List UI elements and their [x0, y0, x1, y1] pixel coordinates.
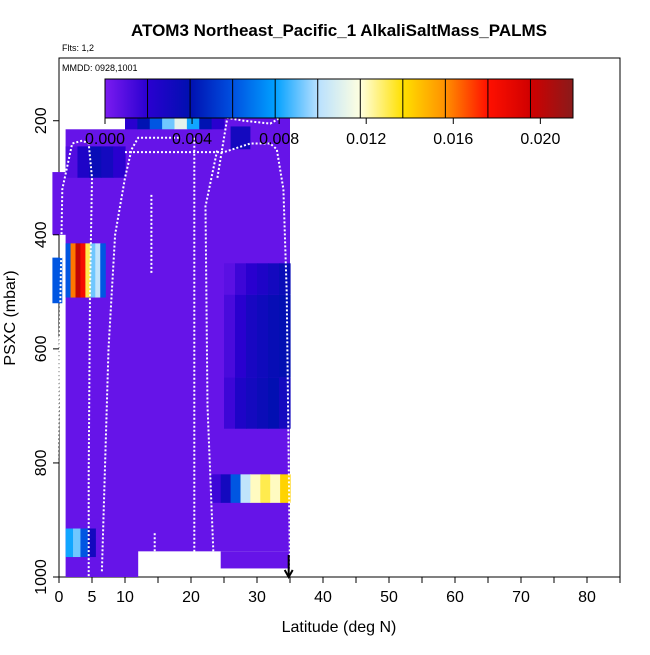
y-tick-label: 1000 — [33, 559, 50, 595]
heatmap-cells — [52, 97, 291, 578]
x-tick-label: 5 — [88, 589, 97, 606]
x-tick-label: 40 — [314, 589, 332, 606]
heatmap-cell — [268, 377, 280, 429]
heatmap-cell — [270, 474, 281, 503]
colorbar-tick-label: 0.004 — [172, 131, 212, 148]
x-tick-label: 50 — [380, 589, 398, 606]
plot-frame — [58, 57, 621, 578]
chart-title: ATOM3 Northeast_Pacific_1 AlkaliSaltMass… — [131, 21, 547, 40]
colorbar-tick-labels: 0.000 0.004 0.008 0.012 0.016 0.020 — [85, 118, 560, 148]
y-axis: 200 400 600 800 1000 — [33, 107, 59, 595]
colorbar-tick-label: 0.016 — [433, 131, 473, 148]
heatmap-cell — [87, 528, 96, 558]
flight-track — [54, 337, 60, 575]
y-tick-label: 600 — [33, 335, 50, 362]
heatmap-cell — [73, 528, 82, 558]
x-axis-label: Latitude (deg N) — [282, 619, 397, 636]
heatmap-cell — [65, 146, 79, 178]
heatmap-cell — [210, 474, 222, 503]
heatmap-cell — [85, 243, 91, 298]
y-tick-label: 200 — [33, 107, 50, 134]
x-tick-label: 20 — [182, 589, 200, 606]
heatmap-cell — [224, 263, 236, 295]
heatmap-cell — [235, 294, 247, 378]
x-tick-label: 0 — [55, 589, 64, 606]
colorbar-tick-label: 0.012 — [346, 131, 386, 148]
x-tick-label: 10 — [116, 589, 134, 606]
heatmap-cell — [65, 528, 74, 558]
heatmap-cell — [246, 377, 258, 429]
flights-label: Flts: 1,2 — [62, 43, 94, 53]
heatmap-cell — [224, 294, 236, 378]
heatmap-cell — [268, 263, 280, 295]
heatmap-cell — [70, 243, 77, 298]
heatmap-cell — [257, 263, 269, 295]
colorbar-bar — [104, 78, 574, 119]
heatmap-cell — [77, 146, 90, 178]
flight-track — [100, 136, 182, 572]
x-axis: 0 5 10 20 30 40 50 60 70 80 — [55, 577, 621, 606]
heatmap-cell — [65, 243, 72, 298]
heatmap-cell — [279, 263, 291, 295]
colorbar-dividers — [147, 79, 531, 118]
colorbar: 0.000 0.004 0.008 0.012 0.016 0.020 — [85, 78, 574, 148]
heatmap-cell — [113, 146, 126, 178]
flight-track — [125, 142, 291, 572]
colorbar-tick-label: 0.000 — [85, 131, 125, 148]
heatmap-cell — [257, 294, 269, 378]
heatmap-cell — [224, 377, 236, 429]
y-tick-label: 800 — [33, 449, 50, 476]
heatmap-cell — [80, 528, 89, 558]
heatmap-cell — [235, 263, 247, 295]
flight-track — [204, 149, 219, 572]
heatmap-cell — [268, 294, 280, 378]
heatmap-cell — [80, 243, 86, 298]
heatmap-cell — [220, 474, 232, 503]
y-tick-label: 400 — [33, 221, 50, 248]
x-tick-label: 80 — [578, 589, 596, 606]
heatmap-cell — [101, 146, 114, 178]
flight-tracks — [54, 116, 291, 577]
marker-arrow-head — [283, 569, 294, 580]
colorbar-tick-label: 0.020 — [520, 131, 560, 148]
heatmap-cell — [250, 474, 261, 503]
heatmap-cell — [279, 294, 291, 378]
heatmap-cell — [100, 243, 106, 298]
x-tick-label: 70 — [512, 589, 530, 606]
heatmap-cell — [95, 243, 101, 298]
heatmap-cell — [240, 474, 251, 503]
heatmap-cell — [90, 243, 96, 298]
heatmap-cell — [246, 294, 258, 378]
heatmap-cell — [230, 126, 251, 150]
heatmap-cell — [260, 474, 271, 503]
heatmap-cell — [280, 474, 291, 503]
heatmap-cell — [279, 377, 291, 429]
heatmap-cell — [235, 377, 247, 429]
mmdd-label: MMDD: 0928,1001 — [62, 63, 138, 73]
position-marker — [283, 555, 294, 580]
y-axis-label: PSXC (mbar) — [2, 270, 19, 365]
heatmap-cell — [220, 551, 290, 569]
heatmap-cell — [246, 263, 258, 295]
heatmap-cell — [89, 146, 102, 178]
heatmap-cell — [52, 172, 73, 235]
x-tick-label: 60 — [446, 589, 464, 606]
heatmap-cell — [75, 243, 82, 298]
x-tick-label: 30 — [248, 589, 266, 606]
heatmap-cell — [52, 257, 63, 304]
colorbar-tick-label: 0.008 — [259, 131, 299, 148]
heatmap-cell — [257, 377, 269, 429]
flight-track — [216, 116, 281, 178]
heatmap-cell — [230, 474, 242, 503]
flight-track — [54, 139, 94, 577]
